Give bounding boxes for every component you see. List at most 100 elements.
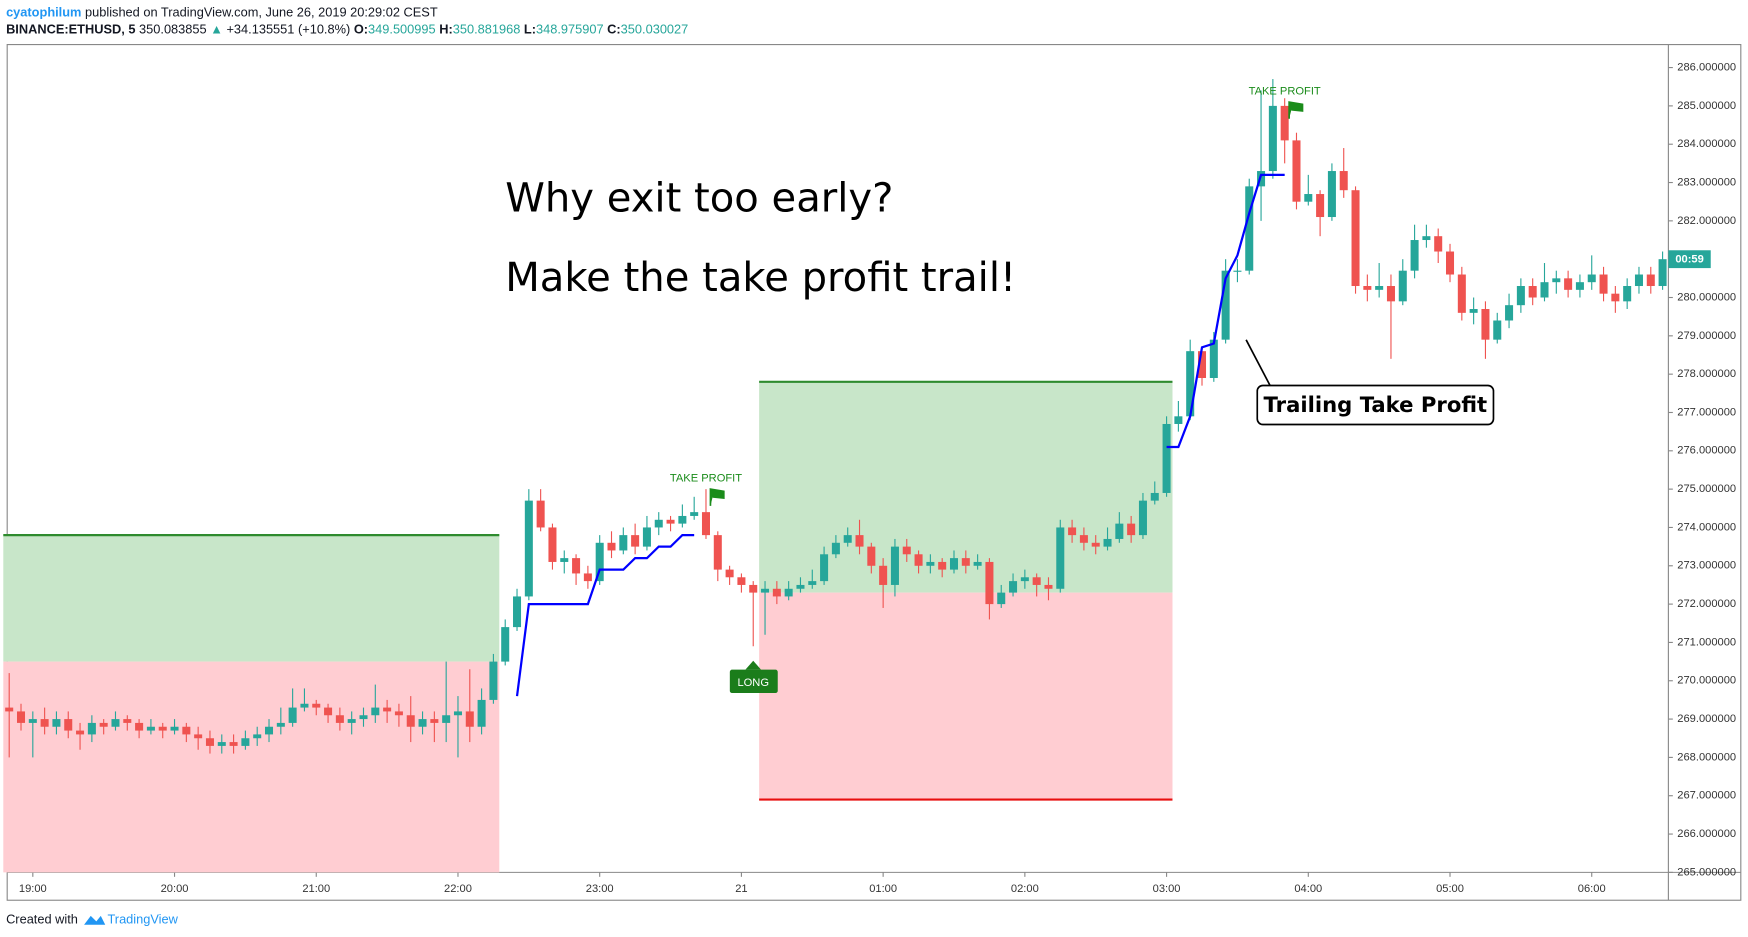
o-value: 349.500995	[368, 21, 436, 36]
candle-body	[1186, 351, 1195, 417]
candle-body	[1564, 278, 1573, 290]
candle-body	[1658, 259, 1667, 287]
brand[interactable]: TradingView	[107, 912, 178, 927]
candle-body	[867, 546, 876, 566]
candle-body	[796, 584, 805, 589]
loss-zone	[3, 661, 500, 873]
chart-frame	[6, 44, 1742, 901]
candle-body	[1599, 274, 1608, 294]
header-line: cyatophilum published on TradingView.com…	[6, 5, 438, 20]
long-label: LONG	[737, 677, 769, 689]
candle-body	[1339, 171, 1348, 191]
candle-body	[595, 542, 604, 582]
candle-body	[371, 707, 380, 716]
annotation: Why exit too early?	[505, 176, 893, 222]
candle-body	[713, 535, 722, 570]
y-tick-label: 273.000000	[1677, 560, 1736, 572]
candle-body	[524, 500, 533, 597]
candle-body	[654, 519, 663, 528]
candle-body	[1079, 535, 1088, 543]
candle-body	[831, 542, 840, 555]
y-tick-label: 265.000000	[1677, 866, 1736, 878]
candle-body	[1634, 274, 1643, 287]
y-tick-label: 269.000000	[1677, 713, 1736, 725]
candle-body	[1233, 270, 1242, 272]
candle-body	[1363, 286, 1372, 290]
callout-pointer	[1245, 339, 1272, 387]
c-label: C:	[607, 21, 621, 36]
candle-body	[1434, 236, 1443, 252]
candle-body	[170, 726, 179, 731]
candle-body	[1150, 492, 1159, 501]
tp-label: TAKE PROFIT	[670, 472, 742, 484]
candle-body	[40, 719, 49, 727]
candle-body	[1540, 282, 1549, 298]
candle-body	[1410, 240, 1419, 271]
long-box	[729, 669, 778, 694]
candle-body	[217, 742, 226, 746]
candle-body	[1221, 270, 1230, 340]
candle-body	[28, 719, 37, 723]
candle-body	[1044, 584, 1053, 589]
candle-body	[761, 588, 770, 593]
candle-body	[205, 738, 214, 746]
candle-body	[1115, 523, 1124, 539]
candle-body	[548, 527, 557, 562]
candle-body	[1138, 500, 1147, 536]
candle-body	[489, 661, 498, 700]
h-label: H:	[439, 21, 453, 36]
candle-body	[253, 734, 262, 739]
candle-body	[619, 535, 628, 551]
candle-body	[229, 742, 238, 746]
candle-body	[5, 707, 14, 712]
candle-body	[808, 581, 817, 585]
symbol-line: BINANCE:ETHUSD, 5 350.083855 ▲ +34.13555…	[6, 21, 688, 36]
x-tick-label: 04:00	[1294, 883, 1322, 895]
c-value: 350.030027	[621, 21, 689, 36]
candle-body	[501, 627, 510, 662]
symbol: BINANCE:ETHUSD, 5	[6, 21, 135, 36]
candle-body	[1528, 286, 1537, 298]
candle-body	[985, 561, 994, 605]
candle-body	[1575, 282, 1584, 290]
candle-body	[1257, 171, 1266, 187]
y-tick-label: 282.000000	[1677, 215, 1736, 227]
candle-body	[135, 722, 144, 731]
price-label: 00:59	[1675, 254, 1703, 266]
annotation: Make the take profit trail!	[505, 255, 1016, 301]
candle-body	[359, 715, 368, 720]
candle-body	[737, 577, 746, 585]
candle-body	[560, 558, 569, 562]
candle-body	[784, 588, 793, 597]
candle-body	[642, 527, 651, 547]
candle-body	[914, 554, 923, 566]
candle-body	[843, 535, 852, 543]
candle-body	[1457, 274, 1466, 313]
candle-body	[52, 719, 61, 727]
tp-label: TAKE PROFIT	[1249, 85, 1321, 97]
candle-body	[926, 561, 935, 566]
candle-body	[123, 719, 132, 723]
candle-body	[583, 573, 592, 582]
author[interactable]: cyatophilum	[6, 5, 81, 20]
candle-body	[1386, 286, 1395, 302]
candle-body	[1398, 270, 1407, 302]
y-tick-label: 286.000000	[1677, 61, 1736, 73]
candle-body	[1446, 251, 1455, 275]
y-tick-label: 274.000000	[1677, 521, 1736, 533]
last-price: 350.083855	[139, 21, 207, 36]
candle-body	[300, 703, 309, 708]
candle-body	[666, 519, 675, 524]
tp-flag	[709, 488, 725, 506]
candle-body	[1209, 339, 1218, 378]
candle-body	[1481, 309, 1490, 340]
candle-body	[477, 699, 486, 727]
candle-body	[76, 730, 85, 735]
candle-body	[158, 726, 167, 731]
candle-body	[453, 711, 462, 716]
candle-body	[442, 715, 451, 723]
candle-body	[772, 588, 781, 597]
candle-body	[1127, 523, 1136, 536]
candle-body	[513, 596, 522, 628]
candle-body	[465, 711, 474, 727]
